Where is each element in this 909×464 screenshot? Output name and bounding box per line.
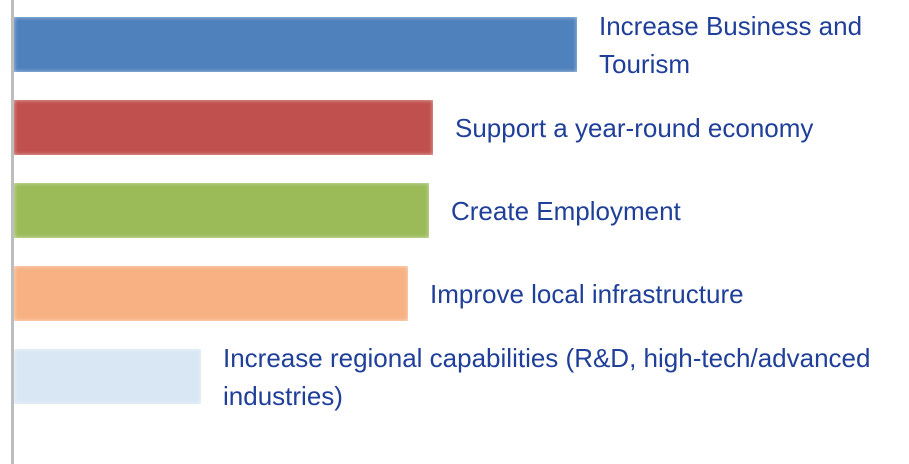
axis-line [11,0,14,464]
bar [14,100,433,155]
bar [14,349,201,404]
category-label: Increase regional capabilities (R&D, hig… [223,332,899,422]
category-text: Increase Business and Tourism [599,10,863,79]
category-text: Create Employment [451,195,681,226]
bar [14,266,408,321]
category-label: Support a year-round economy [455,83,813,173]
category-text: Increase regional capabilities (R&D, hig… [223,342,871,411]
bar [14,17,577,72]
category-label: Increase Business and Tourism [599,0,899,90]
category-label: Improve local infrastructure [430,249,744,339]
category-text: Support a year-round economy [455,112,814,143]
bar [14,183,429,238]
category-text: Improve local infrastructure [430,278,744,309]
category-label: Create Employment [451,166,681,256]
